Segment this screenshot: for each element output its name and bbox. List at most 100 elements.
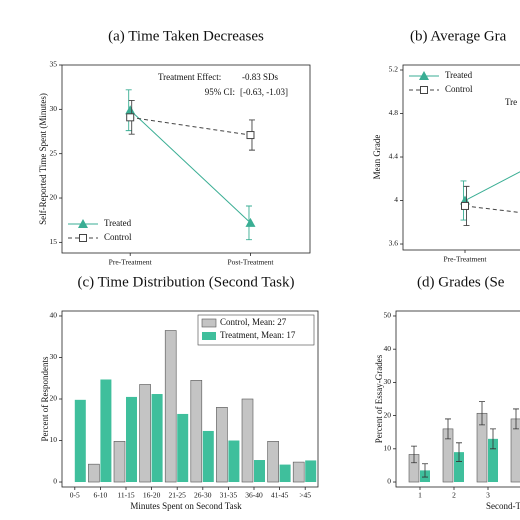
bar	[177, 413, 189, 483]
y-tick-label: 0	[387, 477, 391, 486]
x-tick-label: 2	[452, 491, 456, 500]
error-bar	[422, 463, 428, 478]
legend-label: Treatment, Mean: 17	[220, 330, 296, 340]
bar	[510, 418, 520, 483]
x-tick-label: 36-40	[245, 491, 263, 500]
y-tick-label: 20	[50, 394, 58, 403]
error-bar	[411, 445, 417, 464]
x-tick-label: Pre-Treatment	[443, 255, 487, 264]
error-bar	[456, 442, 462, 462]
y-tick-label: 30	[50, 352, 58, 361]
point	[245, 217, 256, 227]
bar	[254, 460, 265, 483]
panel: (d) Grades (Se Percent of Essay-Grades Sec…	[374, 274, 520, 511]
x-tick-label: 21-25	[168, 491, 186, 500]
x-tick-label: >45	[299, 491, 311, 500]
x-tick-label: 31-35	[220, 491, 238, 500]
point	[461, 201, 469, 210]
plot-frame	[61, 64, 311, 254]
y-tick-label: 0	[53, 477, 57, 486]
x-tick-label: 11-15	[117, 491, 134, 500]
annotation: -0.83 SDs	[242, 72, 279, 82]
bar	[292, 461, 305, 483]
series-line	[464, 205, 520, 213]
x-axis-label: Second-T	[486, 501, 520, 511]
panel-title: (c) Time Distribution (Second Task)	[78, 274, 295, 290]
bar	[126, 396, 137, 483]
error-bar	[479, 401, 485, 426]
legend-label: Treated	[104, 218, 132, 228]
bar	[305, 460, 317, 483]
bar	[454, 452, 464, 483]
legend-swatch	[202, 332, 216, 340]
y-tick-label: 30	[50, 104, 58, 113]
bar	[228, 440, 240, 483]
y-axis-label: Percent of Respondents	[40, 356, 50, 441]
plot-frame	[395, 310, 520, 488]
bar	[216, 407, 228, 483]
bar	[88, 463, 100, 483]
y-tick-label: 25	[50, 148, 58, 157]
panel: (b) Average Gra Mean Grade 3.6 4 4.4 4.8 5.2 Pr…	[372, 28, 520, 264]
series-line	[130, 116, 251, 136]
plot-area	[460, 171, 520, 226]
x-tick-label: Post-Treatment	[227, 258, 274, 267]
y-axis-label: Mean Grade	[372, 135, 382, 180]
y-tick-label: 3.6	[389, 239, 399, 248]
x-tick-label: 26-30	[194, 491, 212, 500]
bar	[202, 430, 214, 483]
bar	[279, 464, 291, 483]
x-tick-label: 0-5	[70, 491, 80, 500]
legend-label: Control	[104, 232, 132, 242]
y-axis-label: Self-Reported Time Spent (Minutes)	[38, 93, 48, 225]
x-tick-label: 3	[486, 491, 490, 500]
annotation: Tre	[505, 97, 517, 107]
point	[126, 113, 135, 122]
y-tick-label: 4	[394, 195, 398, 204]
bar	[267, 441, 279, 483]
legend-label: Control, Mean: 27	[220, 317, 287, 327]
bar	[488, 438, 498, 483]
y-axis-label: Percent of Essay-Grades	[374, 354, 384, 443]
y-tick-label: 20	[384, 410, 392, 419]
bar	[100, 379, 112, 483]
bar	[74, 399, 86, 483]
legend-box	[197, 314, 315, 346]
y-tick-label: 20	[50, 193, 58, 202]
annotation: 95% CI:	[205, 87, 235, 97]
y-tick-label: 4.4	[389, 152, 399, 161]
x-tick-label: 6-10	[94, 491, 108, 500]
bar	[164, 330, 177, 483]
point	[125, 105, 136, 115]
point	[420, 86, 428, 94]
series-line	[129, 109, 251, 224]
x-tick-label: 1	[418, 491, 422, 500]
panel-title: (a) Time Taken Decreases	[108, 28, 264, 44]
error-bar	[513, 408, 519, 430]
point	[419, 71, 429, 80]
bar	[151, 394, 163, 483]
legend-swatch	[201, 318, 217, 328]
bar	[113, 441, 126, 483]
x-tick-label: 41-45	[271, 491, 289, 500]
y-tick-label: 4.8	[389, 108, 399, 117]
y-tick-label: 40	[50, 311, 58, 320]
plot-area	[74, 330, 317, 483]
x-tick-label: Pre-Treatment	[109, 258, 153, 267]
y-tick-label: 50	[384, 311, 392, 320]
y-tick-label: 15	[50, 237, 58, 246]
point	[79, 234, 87, 242]
panel-title: (d) Grades (Se	[417, 274, 505, 290]
point	[246, 131, 255, 140]
x-tick-label: 16-20	[143, 491, 161, 500]
series-line	[464, 171, 520, 201]
error-bar	[445, 418, 451, 440]
annotation: [-0.63, -1.03]	[240, 87, 288, 97]
legend-label: Treated	[445, 70, 473, 80]
panel: (a) Time Taken Decreases Self-Reported Ti…	[38, 28, 311, 267]
panel: (c) Time Distribution (Second Task) Perce…	[40, 274, 319, 511]
y-tick-label: 30	[384, 377, 392, 386]
panel-title: (b) Average Gra	[410, 28, 507, 44]
